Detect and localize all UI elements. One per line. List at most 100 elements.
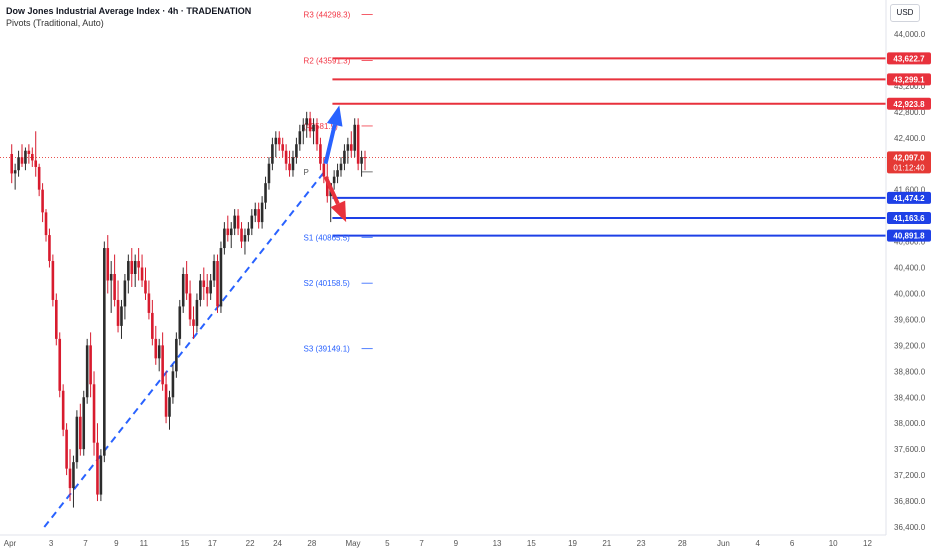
candle-body [44,212,48,236]
candle-body [271,144,274,164]
support-tag-bg [887,211,931,224]
x-tick-label: 11 [140,539,149,548]
candle-body [229,228,233,236]
resistance-tag-bg [887,52,931,65]
y-tick-label: 40,000.0 [894,289,926,298]
candle-body [116,299,120,326]
candle-body [144,280,147,294]
candle-body [312,124,315,132]
currency-button[interactable]: USD [890,4,920,22]
candle-body [55,299,58,339]
pivot-label-r3: R3 (44298.3) [304,11,351,20]
y-tick-label: 38,400.0 [894,393,926,402]
candle-body [219,248,223,307]
candle-body [41,189,44,213]
candle-body [106,248,110,281]
candle-body [240,228,243,242]
x-tick-label: 24 [273,539,282,548]
candle-body [274,137,278,145]
support-tag-bg [887,191,931,204]
x-tick-label: 7 [83,539,88,548]
candle-body [205,286,209,294]
candle-body [30,153,34,161]
x-tick-label: Jun [717,539,730,548]
projection-arrow-up-head [326,105,343,127]
candle-body [92,384,96,443]
y-tick-label: 39,200.0 [894,341,926,350]
candle-body [178,306,182,339]
x-tick-label: 21 [602,539,611,548]
x-tick-label: 13 [493,539,502,548]
candle-body [123,280,127,307]
x-tick-label: 28 [678,539,687,548]
candle-body [322,163,326,177]
candle-body [336,170,339,177]
candle-body [151,312,154,339]
projection-arrows [323,105,347,223]
time-axis: Apr 3 7 9 11 15 17 22 24 28 May 5 7 9 13 15 19 21 23 28 Jun 4… [0,534,886,548]
resistance-tag-bg [887,97,931,110]
candle-body [58,338,62,391]
candle-body [298,131,302,145]
candle-body [137,261,140,268]
x-tick-label: 23 [637,539,646,548]
candle-body [171,371,175,398]
x-tick-label: 4 [756,539,761,548]
y-tick-label: 44,000.0 [894,30,926,39]
x-tick-label: 12 [863,539,872,548]
trendline-dashed [43,169,327,528]
candle-body [356,124,360,164]
projection-arrow-up-shaft [323,124,337,165]
projection-arrow-down-head [330,200,347,223]
candle-body [164,384,168,417]
candle-body [85,345,89,398]
x-tick-label: 7 [419,539,424,548]
candle-body [79,416,82,450]
current-price-tag-bg [887,151,931,174]
y-tick-label: 36,800.0 [894,497,926,506]
y-tick-label: 43,200.0 [894,82,926,91]
x-tick-label: 9 [114,539,119,548]
candle-body [13,170,17,174]
support-tag-text: 41,163.6 [893,214,925,223]
candle-body [349,144,353,151]
pivot-lines: R3 (44298.3) R2 (43591.3) (42581.9) P S1 (40… [304,11,373,354]
candle-body [185,274,188,294]
candle-body [34,160,38,167]
x-tick-label: 10 [829,539,838,548]
pivot-label-s3: S3 (39149.1) [304,345,351,354]
candle-body [236,215,240,229]
y-tick-label: 38,000.0 [894,419,926,428]
candle-body [363,157,367,159]
y-tick-label: 41,600.0 [894,186,926,195]
candle-body [130,261,134,274]
candle-body [175,338,178,372]
candle-body [250,215,254,229]
x-tick-label: 15 [180,539,189,548]
candle-body [209,280,212,294]
y-tick-label: 39,600.0 [894,315,926,324]
pivot-label-r2: R2 (43591.3) [304,56,351,65]
x-tick-label: 3 [49,539,54,548]
y-tick-label: 40,800.0 [894,238,926,247]
pivot-label-s2: S2 (40158.5) [304,279,351,288]
y-tick-label: 40,400.0 [894,264,926,273]
candle-body [288,163,291,171]
candle-body [223,228,226,249]
candle-body [277,137,281,145]
candle-body [65,429,68,469]
resistance-tag-text: 42,923.8 [893,100,925,109]
candle-body [199,280,202,300]
candle-body [360,157,363,164]
y-tick-label: 37,200.0 [894,471,926,480]
candle-body [226,228,230,236]
candle-body [353,124,357,151]
candle-body [140,267,144,281]
x-tick-label: 17 [208,539,217,548]
candle-body [295,144,298,158]
candle-body [133,261,137,274]
candle-body [267,163,271,184]
indicator-label[interactable]: Pivots (Traditional, Auto) [6,18,104,28]
countdown-text: 01:12:40 [893,163,925,172]
